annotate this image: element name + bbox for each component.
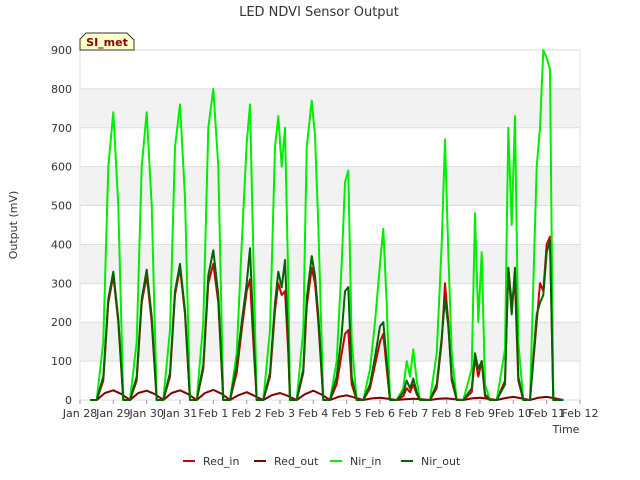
- legend-label: Nir_in: [350, 455, 381, 468]
- y-tick-label: 200: [51, 316, 72, 329]
- site-badge-label: SI_met: [86, 36, 128, 49]
- y-tick-label: 300: [51, 277, 72, 290]
- legend-label: Red_out: [274, 455, 319, 468]
- x-tick-label: Feb 5: [332, 407, 362, 420]
- band: [80, 244, 580, 284]
- x-tick-label: Feb 3: [265, 407, 295, 420]
- y-tick-label: 600: [51, 161, 72, 174]
- band: [80, 166, 580, 206]
- alternating-bands: [80, 88, 580, 362]
- site-badge-box: [79, 32, 135, 51]
- series-lines: [90, 49, 564, 401]
- y-tick-label: 400: [51, 238, 72, 251]
- x-tick-label: Jan 31: [162, 407, 197, 420]
- series-line-nir-out: [90, 239, 564, 401]
- x-axis-label: Time: [552, 423, 580, 436]
- x-tick-label: Feb 11: [528, 407, 565, 420]
- x-tick-label: Feb 10: [495, 407, 532, 420]
- y-tick-label: 900: [51, 44, 72, 57]
- x-tick-label: Feb 2: [232, 407, 262, 420]
- x-tick-label: Feb 12: [562, 407, 599, 420]
- x-tick-label: Feb 7: [398, 407, 428, 420]
- y-tick-label: 100: [51, 355, 72, 368]
- x-tick-label: Feb 1: [198, 407, 228, 420]
- legend-item-red-in: Red_in: [183, 455, 239, 468]
- y-tick-label: 500: [51, 200, 72, 213]
- x-tick-label: Feb 9: [465, 407, 495, 420]
- y-tick-label: 800: [51, 83, 72, 96]
- band: [80, 322, 580, 362]
- legend-item-nir-in: Nir_in: [330, 455, 381, 468]
- legend-label: Nir_out: [421, 455, 461, 468]
- x-tick-label: Jan 30: [128, 407, 163, 420]
- y-tick-label: 0: [65, 394, 72, 407]
- x-tick-label: Feb 8: [432, 407, 462, 420]
- legend: Red_in Red_out Nir_in Nir_out: [183, 455, 461, 468]
- y-axis-label: Output (mV): [7, 191, 20, 260]
- x-tick-label: Feb 6: [365, 407, 395, 420]
- x-tick-label: Feb 4: [298, 407, 328, 420]
- chart-title: LED NDVI Sensor Output: [239, 5, 399, 20]
- x-tick-label: Jan 28: [62, 407, 97, 420]
- legend-label: Red_in: [203, 455, 239, 468]
- legend-item-red-out: Red_out: [254, 455, 319, 468]
- x-tick-label: Jan 29: [95, 407, 130, 420]
- y-tick-label: 700: [51, 122, 72, 135]
- y-axis-ticks: 0 100 200 300 400 500 600 700 800 900: [51, 44, 72, 407]
- band: [80, 88, 580, 128]
- legend-item-nir-out: Nir_out: [401, 455, 461, 468]
- site-badge: SI_met: [79, 32, 135, 51]
